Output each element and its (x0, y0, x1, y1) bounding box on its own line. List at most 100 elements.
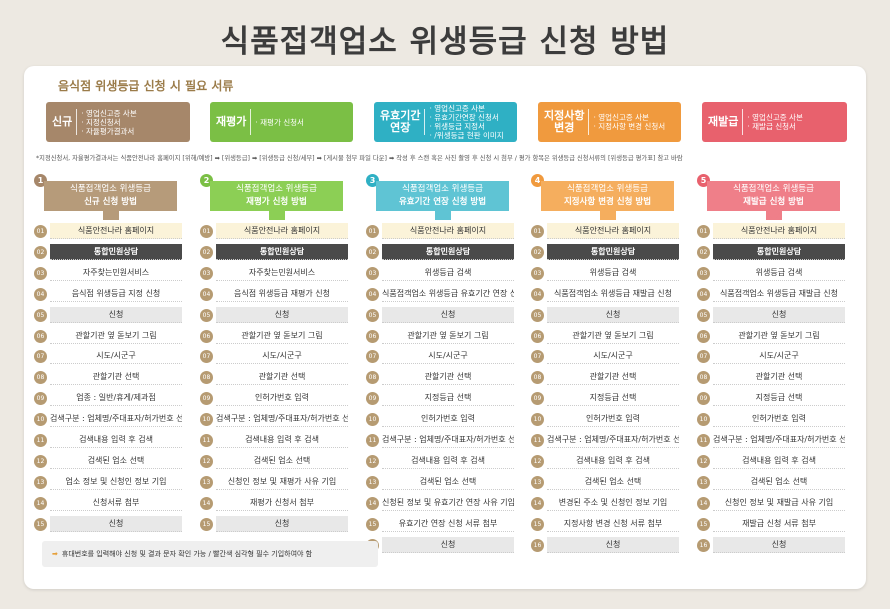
step-row: 15 유효기간 연장 신청 서류 첨부 (366, 516, 514, 533)
step-text: 관할기관 선택 (50, 369, 182, 386)
step-row: 02 통합민원상담 (366, 243, 514, 261)
step-text: 시도/시군구 (547, 348, 679, 365)
doc-item: 영업신고증 사본 (747, 113, 803, 122)
doc-item: 유효기간연장 신청서 (429, 113, 503, 122)
step-row: 05 신청 (34, 306, 182, 324)
doc-card: 재평가 재평가 신청서 (210, 102, 353, 142)
step-text: 신청인 정보 및 재평가 사유 기입 (216, 474, 348, 490)
step-text: 업소 정보 및 신청인 정보 기입 (50, 474, 182, 490)
arrow-down-icon (103, 205, 119, 220)
step-number: 08 (531, 371, 544, 385)
step-text: 식품접객업소 위생등급 유효기간 연장 신청 (382, 286, 514, 302)
column-header-line2: 지정사항 변경 신청 방법 (563, 197, 652, 207)
doc-list: 영업신고증 사본지정신청서자율평가결과서 (81, 109, 137, 136)
step-number: 07 (697, 350, 710, 364)
step-number: 14 (200, 496, 213, 510)
step-text: 관할기관 선택 (382, 369, 514, 386)
step-text: 시도/시군구 (50, 348, 182, 365)
step-number: 02 (531, 245, 544, 259)
doc-card-name: 신규 (52, 115, 73, 128)
step-number: 13 (366, 475, 379, 489)
step-number: 12 (366, 454, 379, 468)
step-number: 04 (200, 287, 213, 301)
step-text: 지정등급 선택 (547, 390, 679, 407)
step-text: 음식점 위생등급 재평가 신청 (216, 286, 348, 302)
step-number: 10 (366, 413, 379, 427)
step-number: 06 (531, 329, 544, 343)
step-row: 04 음식점 위생등급 재평가 신청 (200, 286, 348, 303)
step-row: 08 관할기관 선택 (34, 369, 182, 386)
step-text: 시도/시군구 (382, 348, 514, 365)
step-number: 12 (531, 454, 544, 468)
column-number: 4 (531, 174, 544, 187)
step-number: 06 (200, 329, 213, 343)
arrow-down-icon (269, 205, 285, 220)
doc-item: 영업신고증 사본 (429, 104, 503, 113)
step-text: 관할기관 옆 돋보기 그림 (713, 328, 845, 344)
step-row: 14 신청서류 첨부 (34, 495, 182, 512)
step-number: 14 (697, 496, 710, 510)
step-row: 09 지정등급 선택 (697, 390, 845, 407)
step-number: 11 (366, 434, 379, 447)
step-text: 자주찾는민원서비스 (50, 265, 182, 281)
step-row: 13 업소 정보 및 신청인 정보 기입 (34, 474, 182, 491)
column-header: 식품접객업소 위생등급 재발급 신청 방법 (707, 181, 840, 211)
step-row: 06 관할기관 옆 돋보기 그림 (200, 328, 348, 345)
step-number: 13 (531, 475, 544, 489)
step-row: 07 시도/시군구 (34, 348, 182, 365)
step-text: 변경된 주소 및 신청인 정보 기입 (547, 495, 679, 511)
section-title: 음식점 위생등급 신청 시 필요 서류 (58, 79, 234, 93)
column-number: 5 (697, 174, 710, 187)
step-row: 01 식품안전나라 홈페이지 (34, 223, 182, 240)
doc-list: 영업신고증 사본지정사항 변경 신청서 (593, 113, 665, 131)
step-row: 14 신청인 정보 및 재발급 사유 기입 (697, 495, 845, 512)
step-text: 신청 (50, 515, 182, 532)
arrow-icon: ➡ (52, 550, 58, 558)
doc-list: 영업신고증 사본재발급 신청서 (747, 113, 803, 131)
doc-item: 지정신청서 (81, 118, 136, 127)
step-number: 01 (366, 225, 379, 238)
step-row: 12 검색내용 입력 후 검색 (531, 453, 679, 470)
step-number: 05 (366, 308, 379, 322)
step-row: 05 신청 (200, 306, 348, 324)
step-row: 01 식품안전나라 홈페이지 (531, 223, 679, 240)
step-row: 01 식품안전나라 홈페이지 (697, 223, 845, 240)
step-text: 신청 (713, 536, 845, 553)
step-text: 신청서류 첨부 (50, 495, 182, 511)
step-number: 06 (697, 329, 710, 343)
step-number: 10 (531, 413, 544, 427)
step-row: 08 관할기관 선택 (531, 369, 679, 386)
step-row: 06 관할기관 옆 돋보기 그림 (697, 328, 845, 345)
column-header-line2: 재평가 신청 방법 (246, 197, 307, 207)
step-number: 04 (531, 287, 544, 301)
step-text: 검색내용 입력 후 검색 (216, 432, 348, 448)
step-row: 08 관할기관 선택 (200, 369, 348, 386)
step-text: 관할기관 옆 돋보기 그림 (216, 328, 348, 344)
step-row: 01 식품안전나라 홈페이지 (366, 223, 514, 240)
step-text: 관할기관 옆 돋보기 그림 (50, 328, 182, 344)
step-number: 09 (531, 392, 544, 406)
step-row: 12 검색내용 입력 후 검색 (366, 453, 514, 470)
step-number: 09 (697, 392, 710, 406)
doc-item: 위생등급 지정서 (429, 122, 503, 131)
step-number: 03 (531, 266, 544, 280)
step-row: 12 검색내용 입력 후 검색 (697, 453, 845, 470)
step-row: 11 검색구분 : 업체명/주대표자/허가번호 선택 (697, 432, 845, 449)
step-row: 08 관할기관 선택 (697, 369, 845, 386)
step-row: 14 신청된 정보 및 유효기간 연장 사유 기입 (366, 495, 514, 512)
step-text: 식품접객업소 위생등급 재발급 신청 (547, 286, 679, 302)
step-number: 09 (366, 392, 379, 406)
step-text: 신청된 정보 및 유효기간 연장 사유 기입 (382, 495, 514, 511)
step-number: 06 (34, 329, 47, 343)
step-row: 10 검색구분 : 업체명/주대표자/허가번호 선택 (34, 411, 182, 428)
step-text: 신청인 정보 및 재발급 사유 기입 (713, 495, 845, 511)
step-text: 검색된 업소 선택 (50, 453, 182, 469)
divider (76, 109, 78, 135)
step-text: 위생등급 검색 (713, 265, 845, 281)
step-text: 업종 : 일반/휴게/제과점 (50, 390, 182, 407)
step-text: 신청 (547, 536, 679, 553)
column-header-line2: 유효기간 연장 신청 방법 (398, 197, 487, 207)
step-number: 11 (200, 434, 213, 447)
